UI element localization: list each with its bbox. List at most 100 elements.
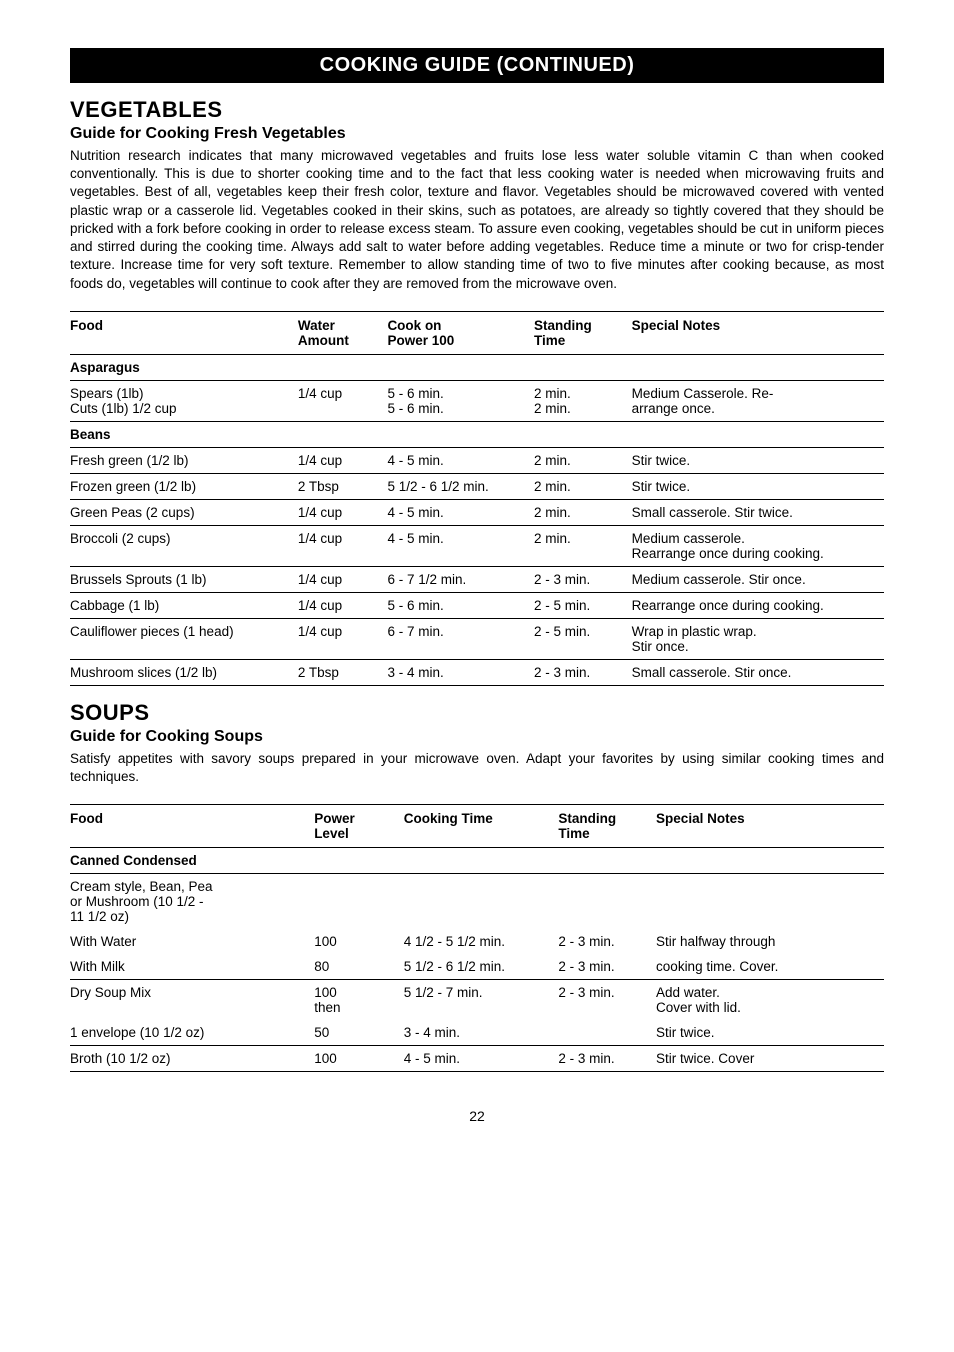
row-freshgreen: Fresh green (1/2 lb) 1/4 cup 4 - 5 min. … — [70, 447, 884, 473]
col-power: Power Level — [314, 805, 404, 848]
vegetables-subtitle: Guide for Cooking Fresh Vegetables — [70, 125, 884, 143]
group-canned: Canned Condensed — [70, 848, 884, 874]
col-stand-b: Time — [534, 333, 565, 348]
cell: 2 - 5 min. — [534, 592, 632, 618]
group-beans: Beans — [70, 421, 884, 447]
cell: Medium casserole. — [632, 531, 745, 546]
cell: Stir halfway through — [656, 929, 884, 954]
cell: Broccoli (2 cups) — [70, 525, 298, 566]
cell: 3 - 4 min. — [387, 659, 534, 685]
cell: 1/4 cup — [298, 499, 388, 525]
cell: With Water — [70, 929, 314, 954]
group-canned-label: Canned Condensed — [70, 848, 884, 874]
row-cabbage: Cabbage (1 lb) 1/4 cup 5 - 6 min. 2 - 5 … — [70, 592, 884, 618]
page-number: 22 — [70, 1108, 884, 1124]
col-notes: Special Notes — [632, 311, 884, 354]
vegetables-heading: VEGETABLES — [70, 97, 884, 123]
header-bar: COOKING GUIDE (CONTINUED) — [70, 48, 884, 83]
cell: or Mushroom (10 1/2 - — [70, 894, 204, 909]
col-stand-a: Standing — [558, 811, 616, 826]
row-broth: Broth (10 1/2 oz) 100 4 - 5 min. 2 - 3 m… — [70, 1046, 884, 1072]
cell: Medium Casserole. Re- — [632, 386, 774, 401]
cell: Small casserole. Stir once. — [632, 659, 884, 685]
cell: Cuts (1lb) 1/2 cup — [70, 401, 177, 416]
row-withwater: With Water 100 4 1/2 - 5 1/2 min. 2 - 3 … — [70, 929, 884, 954]
cell: 100 — [314, 985, 337, 1000]
cell: 2 - 5 min. — [534, 618, 632, 659]
cell: 2 - 3 min. — [558, 929, 656, 954]
cell: 2 Tbsp — [298, 473, 388, 499]
cell: Cauliflower pieces (1 head) — [70, 618, 298, 659]
vegetables-table: Food Water Amount Cook on Power 100 Stan… — [70, 311, 884, 686]
cell: Frozen green (1/2 lb) — [70, 473, 298, 499]
row-cauliflower: Cauliflower pieces (1 head) 1/4 cup 6 - … — [70, 618, 884, 659]
row-cream-1: Cream style, Bean, Pea or Mushroom (10 1… — [70, 874, 884, 930]
cell: Wrap in plastic wrap. — [632, 624, 757, 639]
cell: 5 1/2 - 7 min. — [404, 980, 559, 1021]
col-notes: Special Notes — [656, 805, 884, 848]
cell: Stir twice. Cover — [656, 1046, 884, 1072]
cell: With Milk — [70, 954, 314, 980]
cell: 3 - 4 min. — [404, 1020, 559, 1046]
cell: 6 - 7 1/2 min. — [387, 566, 534, 592]
cell: Green Peas (2 cups) — [70, 499, 298, 525]
cell: cooking time. Cover. — [656, 954, 884, 980]
cell: Small casserole. Stir twice. — [632, 499, 884, 525]
cell: Mushroom slices (1/2 lb) — [70, 659, 298, 685]
cell: 50 — [314, 1020, 404, 1046]
cell: 4 - 5 min. — [387, 525, 534, 566]
col-power-b: Level — [314, 826, 349, 841]
cell: Cream style, Bean, Pea — [70, 879, 213, 894]
col-food: Food — [70, 311, 298, 354]
cell: 2 min. — [534, 386, 571, 401]
row-drysoup: Dry Soup Mix 100 then 5 1/2 - 7 min. 2 -… — [70, 980, 884, 1021]
cell: 5 1/2 - 6 1/2 min. — [387, 473, 534, 499]
cell: 1/4 cup — [298, 447, 388, 473]
cell: Medium casserole. Stir once. — [632, 566, 884, 592]
cell: Fresh green (1/2 lb) — [70, 447, 298, 473]
cell: 2 min. — [534, 401, 571, 416]
cell: Spears (1lb) — [70, 386, 144, 401]
cell: 5 1/2 - 6 1/2 min. — [404, 954, 559, 980]
cell: 5 - 6 min. — [387, 592, 534, 618]
cell: 1/4 cup — [298, 380, 388, 421]
col-water-b: Amount — [298, 333, 349, 348]
cell: 5 - 6 min. — [387, 401, 443, 416]
cell: 6 - 7 min. — [387, 618, 534, 659]
cell: 2 Tbsp — [298, 659, 388, 685]
row-brussels: Brussels Sprouts (1 lb) 1/4 cup 6 - 7 1/… — [70, 566, 884, 592]
cell: Brussels Sprouts (1 lb) — [70, 566, 298, 592]
cell: 100 — [314, 929, 404, 954]
col-standing: Standing Time — [558, 805, 656, 848]
col-cook-a: Cook on — [387, 318, 441, 333]
cell: Add water. — [656, 985, 720, 1000]
cell: 2 - 3 min. — [534, 659, 632, 685]
cell: 1/4 cup — [298, 618, 388, 659]
cell: Rearrange once during cooking. — [632, 592, 884, 618]
table-header-row: Food Water Amount Cook on Power 100 Stan… — [70, 311, 884, 354]
cell: 5 - 6 min. — [387, 386, 443, 401]
cell: 2 - 3 min. — [534, 566, 632, 592]
cell: 4 - 5 min. — [387, 499, 534, 525]
cell: 4 - 5 min. — [404, 1046, 559, 1072]
cell: 1/4 cup — [298, 566, 388, 592]
cell — [558, 1020, 656, 1046]
row-frozgreen: Frozen green (1/2 lb) 2 Tbsp 5 1/2 - 6 1… — [70, 473, 884, 499]
cell: 2 - 3 min. — [558, 1046, 656, 1072]
cell: 2 min. — [534, 473, 632, 499]
vegetables-intro: Nutrition research indicates that many m… — [70, 147, 884, 293]
cell: 100 — [314, 1046, 404, 1072]
group-asparagus-label: Asparagus — [70, 354, 884, 380]
table-header-row: Food Power Level Cooking Time Standing T… — [70, 805, 884, 848]
col-stand-b: Time — [558, 826, 589, 841]
col-standing: Standing Time — [534, 311, 632, 354]
cell: 1 envelope (10 1/2 oz) — [70, 1020, 314, 1046]
cell: Stir twice. — [632, 447, 884, 473]
col-cook: Cook on Power 100 — [387, 311, 534, 354]
cell: 11 1/2 oz) — [70, 909, 129, 924]
cell: then — [314, 1000, 340, 1015]
cell: 2 min. — [534, 525, 632, 566]
cell: Dry Soup Mix — [70, 980, 314, 1021]
cell: 80 — [314, 954, 404, 980]
cell: Broth (10 1/2 oz) — [70, 1046, 314, 1072]
